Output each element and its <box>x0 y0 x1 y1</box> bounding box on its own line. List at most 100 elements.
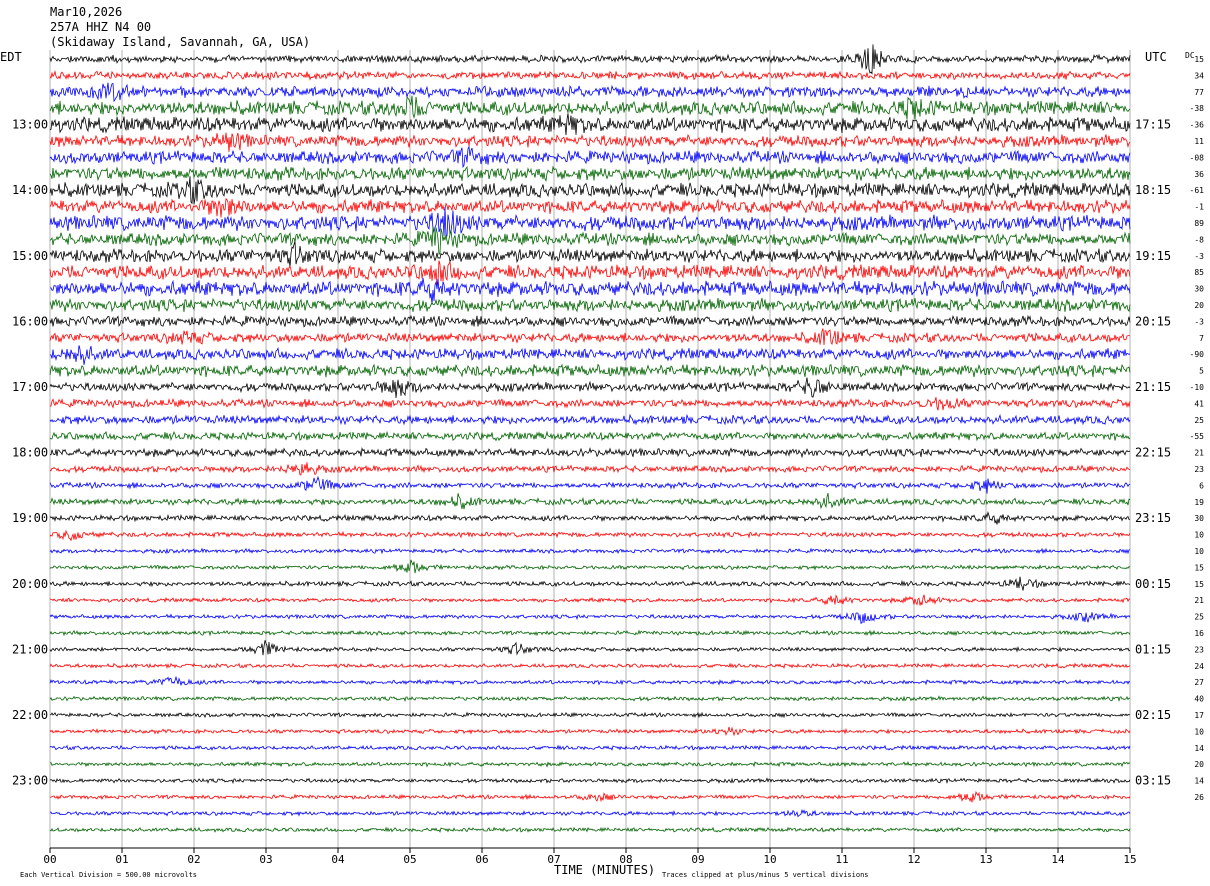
trace-26 <box>49 475 1131 494</box>
dc-offset-43: 20 <box>1194 760 1204 769</box>
right-hour-label-8: 18:15 <box>1135 183 1171 197</box>
dc-offset-24: 21 <box>1194 449 1204 458</box>
trace-37 <box>49 662 1131 669</box>
dc-offset-2: 77 <box>1194 88 1204 97</box>
dc-offset-38: 27 <box>1194 678 1204 687</box>
trace-20 <box>49 377 1131 399</box>
trace-2 <box>49 82 1131 103</box>
x-axis-ticks: 00 01 02 03 04 05 06 07 08 09 10 11 12 13 14 15 <box>43 848 1137 866</box>
dc-offset-35: 16 <box>1194 629 1204 638</box>
x-tick-label-14: 14 <box>1051 853 1065 866</box>
x-tick-label-05: 05 <box>403 853 416 866</box>
trace-4 <box>49 113 1131 136</box>
trace-25 <box>49 462 1130 476</box>
dc-offset-13: 85 <box>1194 268 1204 277</box>
right-hour-label-44: 03:15 <box>1135 774 1171 788</box>
header-station: 257A HHZ N4 00 <box>50 20 151 34</box>
dc-offset-44: 14 <box>1194 777 1204 786</box>
left-hour-label-12: 15:00 <box>12 249 48 263</box>
dc-offset-15: 20 <box>1194 301 1204 310</box>
trace-34 <box>49 611 1131 624</box>
dc-offset-9: -1 <box>1194 203 1204 212</box>
trace-36 <box>49 640 1131 656</box>
trace-15 <box>49 297 1131 313</box>
dc-offset-1: 34 <box>1194 71 1204 80</box>
dc-offset-3: -38 <box>1190 104 1205 113</box>
left-hour-label-40: 22:00 <box>12 708 48 722</box>
right-hour-labels: 17:15 18:15 19:15 20:15 21:15 22:15 23:15 00:15… <box>1135 118 1171 788</box>
dc-offset-29: 10 <box>1194 531 1204 540</box>
right-hour-label-40: 02:15 <box>1135 708 1171 722</box>
dc-offset-36: 23 <box>1194 645 1204 654</box>
dc-offset-19: 5 <box>1199 367 1204 376</box>
dc-offset-22: 25 <box>1194 416 1204 425</box>
trace-28 <box>49 511 1131 525</box>
right-hour-label-16: 20:15 <box>1135 314 1171 328</box>
left-hour-label-4: 13:00 <box>12 118 48 132</box>
trace-3 <box>49 95 1131 120</box>
trace-46 <box>49 808 1131 818</box>
left-hour-label-32: 20:00 <box>12 577 48 591</box>
x-tick-label-03: 03 <box>259 853 272 866</box>
dc-offset-28: 30 <box>1194 514 1204 523</box>
trace-41 <box>49 726 1131 737</box>
dc-offset-11: -8 <box>1194 235 1204 244</box>
trace-27 <box>49 492 1131 510</box>
right-hour-label-32: 00:15 <box>1135 577 1171 591</box>
x-axis-label: TIME (MINUTES) <box>554 863 655 877</box>
x-tick-label-08: 08 <box>619 853 632 866</box>
x-tick-label-01: 01 <box>115 853 128 866</box>
trace-19 <box>49 363 1131 378</box>
trace-32 <box>49 576 1131 591</box>
dc-offset-16: -3 <box>1194 317 1204 326</box>
right-hour-label-36: 01:15 <box>1135 642 1171 656</box>
trace-23 <box>49 430 1131 442</box>
trace-24 <box>49 447 1131 459</box>
trace-40 <box>49 711 1131 719</box>
x-tick-label-07: 07 <box>547 853 560 866</box>
trace-31 <box>49 559 1131 574</box>
trace-14 <box>50 277 1131 305</box>
right-hour-label-12: 19:15 <box>1135 249 1171 263</box>
left-hour-label-44: 23:00 <box>12 774 48 788</box>
dc-offset-45: 26 <box>1194 793 1204 802</box>
x-tick-label-15: 15 <box>1123 853 1136 866</box>
left-hour-label-36: 21:00 <box>12 642 48 656</box>
trace-16 <box>49 314 1131 328</box>
dc-offset-10: 89 <box>1194 219 1204 228</box>
dc-offset-40: 17 <box>1194 711 1204 720</box>
trace-9 <box>49 197 1131 218</box>
x-tick-label-09: 09 <box>691 853 704 866</box>
x-tick-label-10: 10 <box>763 853 776 866</box>
trace-43 <box>49 760 1131 768</box>
trace-0 <box>49 44 1131 75</box>
x-tick-label-02: 02 <box>187 853 200 866</box>
trace-18 <box>49 345 1131 365</box>
left-hour-label-20: 17:00 <box>12 380 48 394</box>
dc-offset-25: 23 <box>1194 465 1204 474</box>
dc-offset-37: 24 <box>1194 662 1204 671</box>
left-hour-label-28: 19:00 <box>12 511 48 525</box>
dc-offset-32: 15 <box>1194 580 1204 589</box>
dc-offset-7: 36 <box>1194 170 1204 179</box>
right-hour-label-20: 21:15 <box>1135 380 1171 394</box>
trace-42 <box>49 744 1131 751</box>
dc-offset-21: 41 <box>1194 399 1204 408</box>
left-hour-label-24: 18:00 <box>12 446 48 460</box>
dc-offset-20: -10 <box>1190 383 1205 392</box>
x-tick-label-12: 12 <box>907 853 920 866</box>
trace-21 <box>50 397 1131 411</box>
dc-offset-6: -08 <box>1190 153 1205 162</box>
clip-note: Traces clipped at plus/minus 5 vertical … <box>662 871 869 879</box>
dc-offset-26: 6 <box>1199 481 1204 490</box>
trace-22 <box>49 413 1131 426</box>
trace-1 <box>49 70 1131 81</box>
trace-17 <box>49 328 1131 346</box>
trace-8 <box>49 176 1131 205</box>
dc-offset-12: -3 <box>1194 252 1204 261</box>
trace-12 <box>49 241 1131 268</box>
dc-offset-17: 7 <box>1199 334 1204 343</box>
trace-11 <box>49 226 1131 256</box>
